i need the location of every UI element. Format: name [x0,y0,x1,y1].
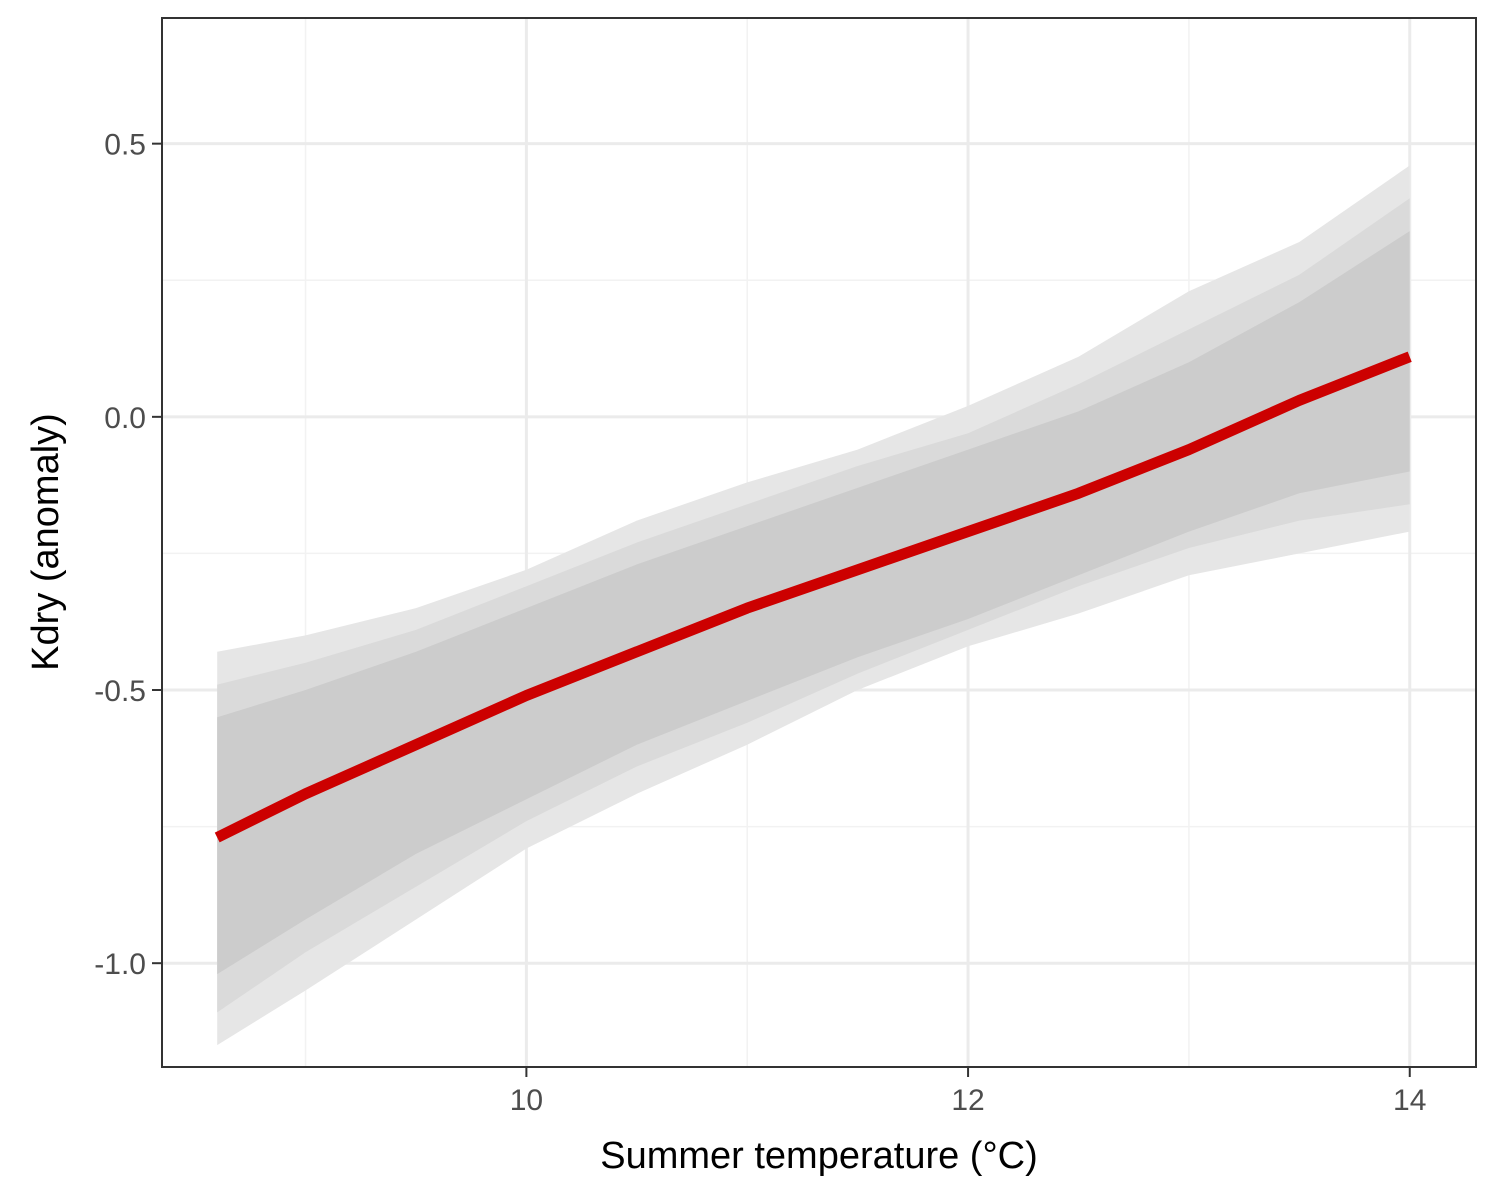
x-tick-label: 12 [951,1084,984,1117]
y-tick-label: -1.0 [94,948,146,981]
y-tick-label: 0.5 [104,129,146,162]
y-axis-ticks: -1.0 -0.5 0.0 0.5 [94,129,162,981]
x-tick-label: 14 [1393,1084,1426,1117]
series-lines [214,351,1412,843]
series-line [214,351,1412,843]
x-axis-ticks: 10 12 14 [510,1067,1426,1117]
y-tick-label: -0.5 [94,675,146,708]
panel-border [161,17,1477,1068]
y-tick-label: 0.0 [104,402,146,435]
y-axis-title: Kdry (anomaly) [25,413,67,671]
credible-band-3 [217,231,1410,975]
credible-bands [217,165,1410,1046]
x-tick-label: 10 [510,1084,543,1117]
x-axis-title: Summer temperature (°C) [600,1135,1038,1177]
